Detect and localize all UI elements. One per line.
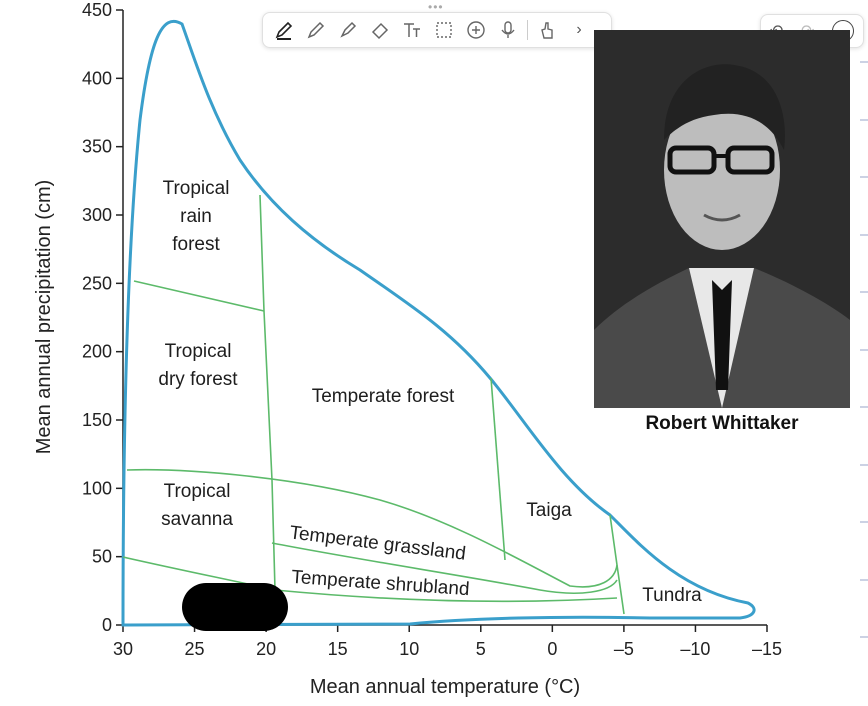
eraser-icon[interactable] — [367, 17, 393, 43]
lasso-icon[interactable] — [431, 17, 457, 43]
biome-label-rain: forest — [172, 234, 220, 255]
highlighter-icon[interactable] — [335, 17, 361, 43]
chevron-right-icon[interactable]: › — [576, 21, 582, 38]
x-tick-label: 15 — [328, 639, 348, 659]
microphone-icon[interactable] — [495, 17, 521, 43]
biome-label-tundra: Tundra — [642, 585, 702, 606]
y-tick-label: 200 — [82, 342, 112, 362]
y-tick-label: 150 — [82, 410, 112, 430]
biome-label-shrubland: Temperate shrubland — [291, 567, 471, 600]
x-tick-label: 30 — [113, 639, 133, 659]
x-tick-label: –5 — [614, 639, 634, 659]
portrait-photo — [594, 30, 850, 408]
biome-label-temperate-forest: Temperate forest — [312, 386, 455, 407]
pen-icon[interactable] — [271, 17, 297, 43]
biome-label-rain: Tropical — [163, 178, 230, 199]
annotation-toolbar: › — [262, 12, 612, 48]
climate-envelope-outline — [121, 19, 756, 627]
biome-label-dry: Tropical — [165, 341, 232, 362]
boundary-tropical-temperate — [259, 194, 276, 591]
biome-label-savanna: Tropical — [164, 481, 231, 502]
boundary-taiga-tundra — [609, 514, 625, 615]
y-tick-label: 100 — [82, 478, 112, 498]
y-tick-label: 350 — [82, 137, 112, 157]
y-axis-title: Mean annual precipitation (cm) — [33, 180, 55, 455]
boundary-savanna-top — [126, 468, 618, 588]
x-axis-title: Mean annual temperature (°C) — [310, 676, 580, 698]
biome-label-rain: rain — [180, 206, 212, 227]
touch-icon[interactable] — [534, 17, 560, 43]
biome-label-dry: dry forest — [158, 369, 238, 390]
biome-label-savanna: savanna — [161, 509, 233, 530]
x-tick-label: –15 — [752, 639, 782, 659]
x-tick-label: –10 — [680, 639, 710, 659]
redaction-mark — [182, 583, 288, 631]
boundary-grassland-top — [271, 542, 618, 594]
side-ruler — [860, 61, 868, 638]
pencil-icon[interactable] — [303, 17, 329, 43]
y-tick-label: 400 — [82, 68, 112, 88]
drag-handle[interactable]: ••• — [428, 0, 444, 14]
boundary-rain-dry — [133, 280, 265, 312]
boundary-forest-taiga — [490, 377, 506, 561]
biome-label-taiga: Taiga — [526, 500, 572, 521]
x-tick-label: 0 — [547, 639, 557, 659]
biome-label-grassland: Temperate grassland — [288, 522, 467, 564]
y-tick-label: 250 — [82, 273, 112, 293]
boundary-grassland-shrub — [274, 589, 618, 603]
x-tick-label: 10 — [399, 639, 419, 659]
x-tick-label: 20 — [256, 639, 276, 659]
y-tick-label: 0 — [102, 615, 112, 635]
y-tick-label: 50 — [92, 547, 112, 567]
add-icon[interactable] — [463, 17, 489, 43]
x-tick-label: 25 — [185, 639, 205, 659]
y-tick-label: 450 — [82, 0, 112, 20]
photo-caption: Robert Whittaker — [645, 413, 799, 434]
y-tick-label: 300 — [82, 205, 112, 225]
text-icon[interactable] — [399, 17, 425, 43]
toolbar-divider — [527, 20, 528, 40]
x-tick-label: 5 — [476, 639, 486, 659]
